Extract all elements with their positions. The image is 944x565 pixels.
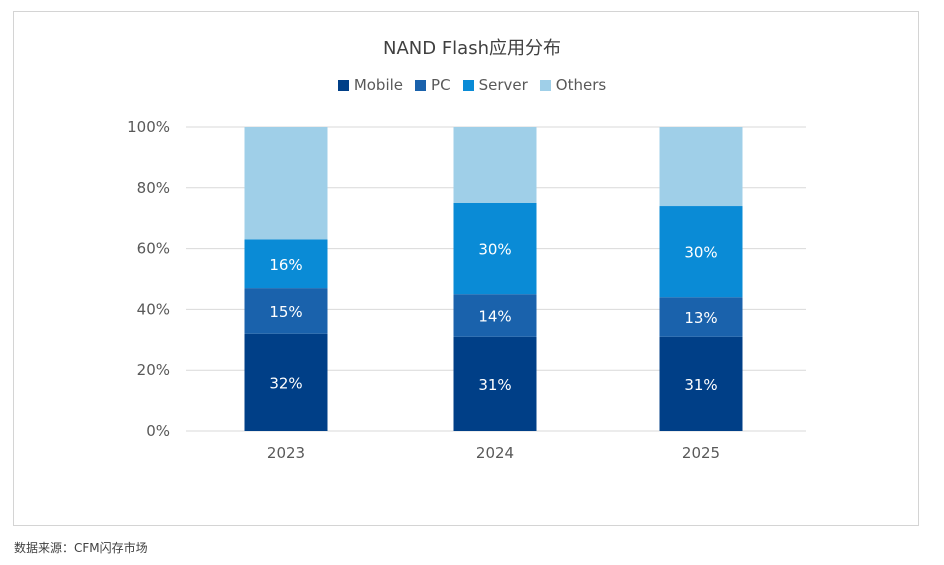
x-tick-label: 2024	[476, 444, 514, 462]
y-tick-label: 80%	[137, 179, 170, 197]
bar-segment-others	[244, 127, 328, 240]
legend-item-server: Server	[462, 76, 528, 94]
legend-swatch-pc	[415, 79, 427, 91]
bar-segment-mobile	[659, 336, 743, 431]
data-label: 13%	[684, 309, 717, 327]
bar-segment-pc	[659, 297, 743, 337]
source-note: 数据来源：CFM闪存市场	[14, 541, 148, 555]
bar-segment-others	[453, 127, 537, 203]
legend-swatch-mobile	[337, 79, 349, 91]
bar-segment-server	[659, 206, 743, 298]
bar-segment-mobile	[244, 333, 328, 431]
y-tick-label: 0%	[146, 422, 170, 440]
bar-segment-server	[453, 203, 537, 295]
x-tick-label: 2023	[267, 444, 305, 462]
legend-label-pc: PC	[431, 76, 451, 94]
data-label: 31%	[684, 376, 717, 394]
data-label: 30%	[684, 244, 717, 262]
legend-item-mobile: Mobile	[337, 76, 404, 94]
bar-segment-others	[659, 127, 743, 207]
chart-title: NAND Flash应用分布	[383, 38, 561, 59]
legend-swatch-others	[539, 79, 551, 91]
legend-label-others: Others	[555, 76, 607, 94]
legend: Mobile PC Server Others	[0, 76, 944, 94]
data-label: 14%	[478, 307, 511, 325]
data-label: 30%	[478, 241, 511, 259]
bar-segment-pc	[244, 288, 328, 334]
legend-item-pc: PC	[415, 76, 451, 94]
data-label: 31%	[478, 376, 511, 394]
data-label: 32%	[269, 374, 302, 392]
legend-label-mobile: Mobile	[353, 76, 404, 94]
legend-swatch-server	[462, 79, 474, 91]
y-tick-label: 100%	[127, 118, 170, 136]
bar-segment-mobile	[453, 336, 537, 431]
legend-label-server: Server	[478, 76, 528, 94]
data-label: 16%	[269, 256, 302, 274]
legend-item-others: Others	[539, 76, 607, 94]
y-tick-label: 20%	[137, 361, 170, 379]
data-label: 15%	[269, 303, 302, 321]
x-tick-label: 2025	[682, 444, 720, 462]
y-tick-label: 60%	[137, 240, 170, 258]
bar-segment-server	[244, 239, 328, 289]
y-tick-label: 40%	[137, 300, 170, 318]
bar-segment-pc	[453, 294, 537, 337]
